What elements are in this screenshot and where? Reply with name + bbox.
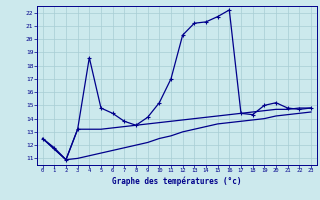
X-axis label: Graphe des températures (°c): Graphe des températures (°c) [112, 176, 242, 186]
